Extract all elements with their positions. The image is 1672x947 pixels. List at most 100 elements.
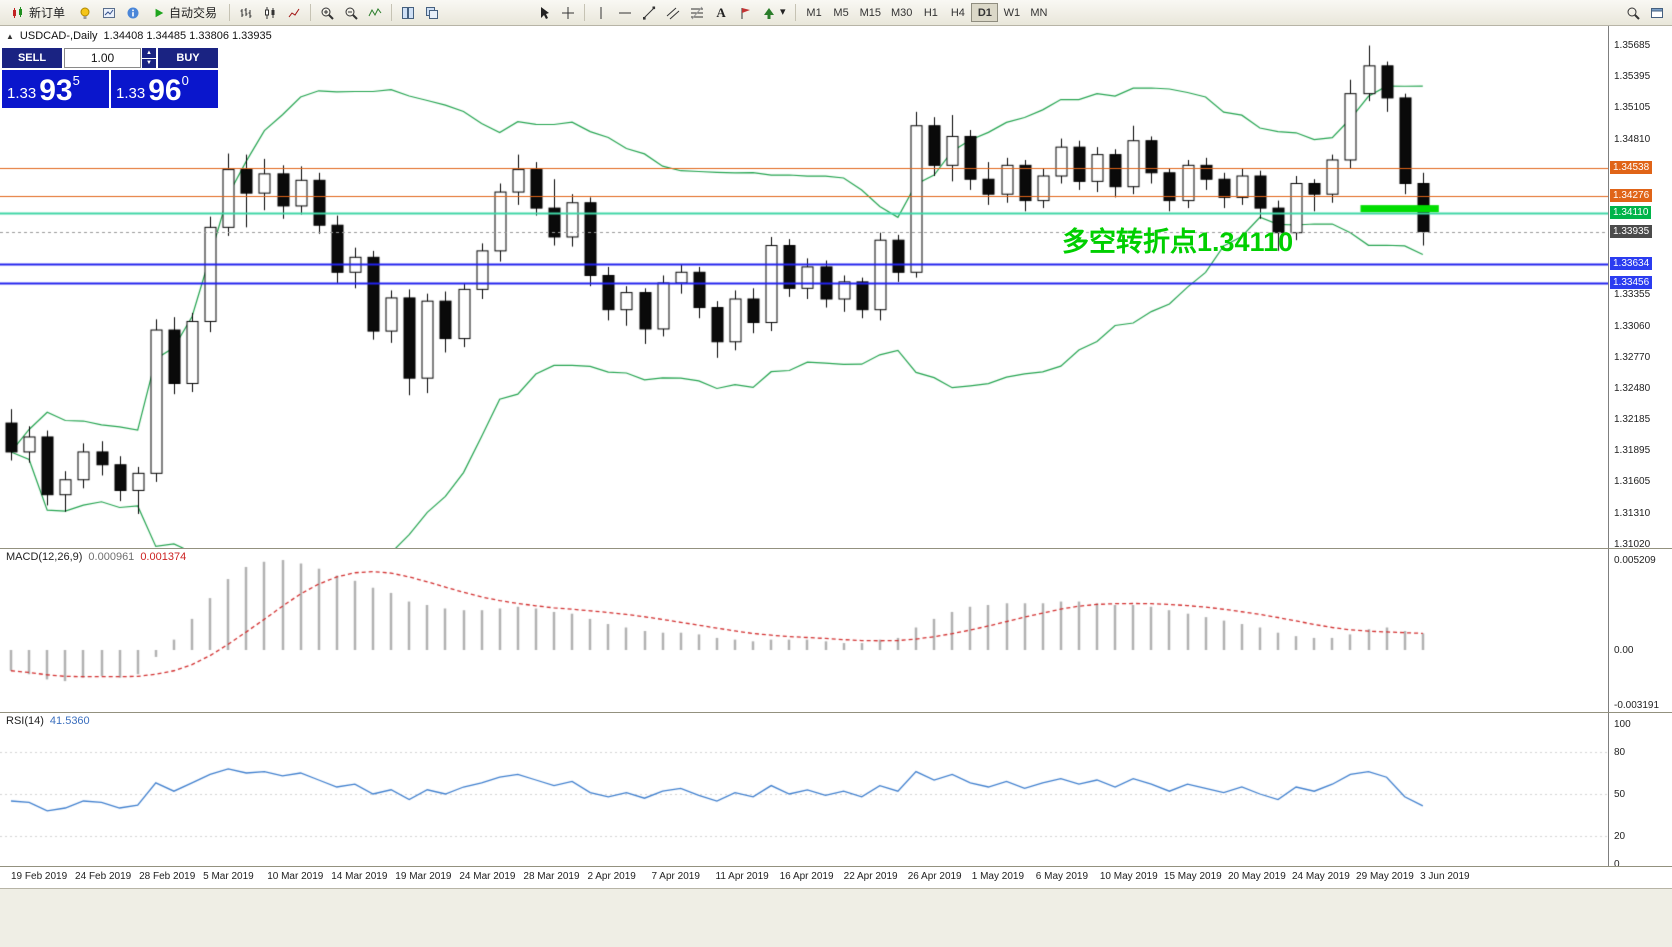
price-axis-label: 1.35685 [1614, 40, 1651, 51]
bottom-strip [0, 888, 1672, 947]
price-axis-label: 1.35105 [1614, 102, 1651, 114]
volume-up-button[interactable]: ▲ [142, 48, 156, 58]
channel-icon [666, 6, 680, 20]
horizontal-line-button[interactable] [614, 2, 636, 24]
info-icon [126, 6, 140, 20]
macd-panel: MACD(12,26,9) 0.000961 0.001374 [0, 548, 1608, 712]
new-window-icon [1650, 6, 1664, 20]
fibonacci-icon [690, 6, 704, 20]
one-click-trade-panel: SELL 1.00 ▲ ▼ BUY 1.33 93 5 1.33 96 0 [2, 48, 218, 108]
auto-trading-button[interactable]: 自动交易 [146, 2, 224, 24]
date-axis-label: 1 May 2019 [971, 871, 1025, 882]
rsi-label: RSI(14) 41.5360 [6, 715, 90, 727]
rsi-axis-label: 0 [1614, 859, 1620, 870]
vertical-line-button[interactable] [590, 2, 612, 24]
macd-main-value: 0.000961 [88, 551, 135, 563]
timeframe-d1[interactable]: D1 [971, 3, 999, 22]
candlestick-chart-button[interactable] [259, 2, 281, 24]
fibonacci-button[interactable] [686, 2, 708, 24]
info-button[interactable] [122, 2, 144, 24]
new-window-button[interactable] [1646, 2, 1668, 24]
sell-price-box[interactable]: 1.33 93 5 [2, 70, 109, 108]
horizontal-line-icon [618, 6, 632, 20]
buy-price-box[interactable]: 1.33 96 0 [111, 70, 218, 108]
label-tool-button[interactable] [734, 2, 756, 24]
arrows-tool-button[interactable]: ▾ [758, 2, 790, 24]
zoom-out-button[interactable] [340, 2, 362, 24]
new-order-button[interactable]: 新订单 [4, 2, 72, 24]
tile-windows-button[interactable] [397, 2, 419, 24]
text-tool-button[interactable]: A [710, 2, 732, 24]
indicators-button[interactable] [364, 2, 386, 24]
toolbar-separator [584, 4, 586, 21]
price-axis[interactable]: 1.35685 1.35395 1.35105 1.34810 1.33355 1.330… [1608, 26, 1672, 870]
crosshair-icon [561, 6, 575, 20]
toolbar-separator [229, 4, 231, 21]
label-tool-icon [738, 6, 752, 20]
cursor-button[interactable] [533, 2, 555, 24]
line-chart-icon [287, 6, 301, 20]
chevron-down-icon: ▾ [780, 6, 786, 18]
timeframe-m1[interactable]: M1 [806, 6, 822, 19]
sell-button[interactable]: SELL [2, 48, 62, 68]
timeframe-h4[interactable]: H4 [950, 6, 965, 19]
macd-indicator-name: MACD(12,26,9) [6, 551, 83, 563]
timeframe-m15[interactable]: M15 [859, 6, 881, 19]
volume-down-button[interactable]: ▼ [142, 58, 156, 68]
buy-button[interactable]: BUY [158, 48, 218, 68]
cascade-windows-icon [425, 6, 439, 20]
timeframe-mn[interactable]: MN [1030, 6, 1048, 19]
lightbulb-button[interactable] [74, 2, 96, 24]
macd-canvas[interactable] [0, 548, 1608, 712]
toolbar-separator [794, 4, 796, 21]
chart-profile-icon [102, 6, 116, 20]
volume-input[interactable]: 1.00 [64, 48, 141, 68]
zoom-in-button[interactable] [316, 2, 338, 24]
crosshair-button[interactable] [557, 2, 579, 24]
timeframe-m5[interactable]: M5 [833, 6, 849, 19]
timeframe-m30[interactable]: M30 [890, 6, 913, 19]
rsi-axis-label: 80 [1614, 747, 1626, 758]
sell-price-pips: 93 [39, 74, 73, 107]
channel-button[interactable] [662, 2, 684, 24]
pivot-annotation-text: 多空转折点1.34110 [1062, 227, 1294, 257]
new-order-label: 新订单 [29, 6, 66, 20]
date-axis[interactable]: 19 Feb 2019 24 Feb 2019 28 Feb 2019 5 Mar 2… [0, 866, 1672, 888]
main-chart-canvas[interactable] [0, 26, 1608, 548]
price-axis-label: 1.33060 [1614, 320, 1651, 332]
indicators-icon [368, 6, 382, 20]
bar-chart-button[interactable] [235, 2, 257, 24]
rsi-value: 41.5360 [49, 715, 90, 727]
price-axis-label: 1.31605 [1614, 476, 1651, 488]
date-axis-label: 2 Apr 2019 [587, 871, 636, 882]
tile-windows-icon [401, 6, 415, 20]
date-axis-label: 29 May 2019 [1356, 871, 1414, 882]
rsi-axis-label: 50 [1614, 789, 1626, 800]
chart-profile-button[interactable] [98, 2, 120, 24]
date-axis-label: 14 Mar 2019 [331, 871, 388, 882]
bar-chart-icon [239, 6, 253, 20]
sell-price-big: 1.33 [7, 85, 37, 102]
cursor-icon [537, 6, 551, 20]
cascade-windows-button[interactable] [421, 2, 443, 24]
panel-divider[interactable] [0, 712, 1672, 713]
date-axis-label: 20 May 2019 [1227, 871, 1286, 882]
zoom-in-icon [320, 6, 334, 20]
price-axis-label: 1.31020 [1614, 538, 1651, 550]
date-axis-label: 10 Mar 2019 [267, 871, 324, 882]
buy-price-pips: 96 [148, 74, 182, 107]
rsi-canvas[interactable] [0, 712, 1608, 866]
rsi-indicator-name: RSI(14) [6, 715, 44, 727]
volume-stepper: ▲ ▼ [142, 48, 156, 68]
buy-price-sup: 0 [181, 73, 189, 88]
timeframe-h1[interactable]: H1 [923, 6, 938, 19]
ohlc-values: 1.34408 1.34485 1.33806 1.33935 [103, 30, 272, 42]
price-axis-label: 1.32480 [1614, 382, 1651, 394]
timeframe-w1[interactable]: W1 [1003, 6, 1021, 19]
search-button[interactable] [1622, 2, 1644, 24]
panel-divider[interactable] [0, 548, 1672, 549]
price-badge: 1.34538 [1610, 160, 1653, 174]
price-badge: 1.33935 [1610, 225, 1653, 239]
trendline-button[interactable] [638, 2, 660, 24]
line-chart-button[interactable] [283, 2, 305, 24]
